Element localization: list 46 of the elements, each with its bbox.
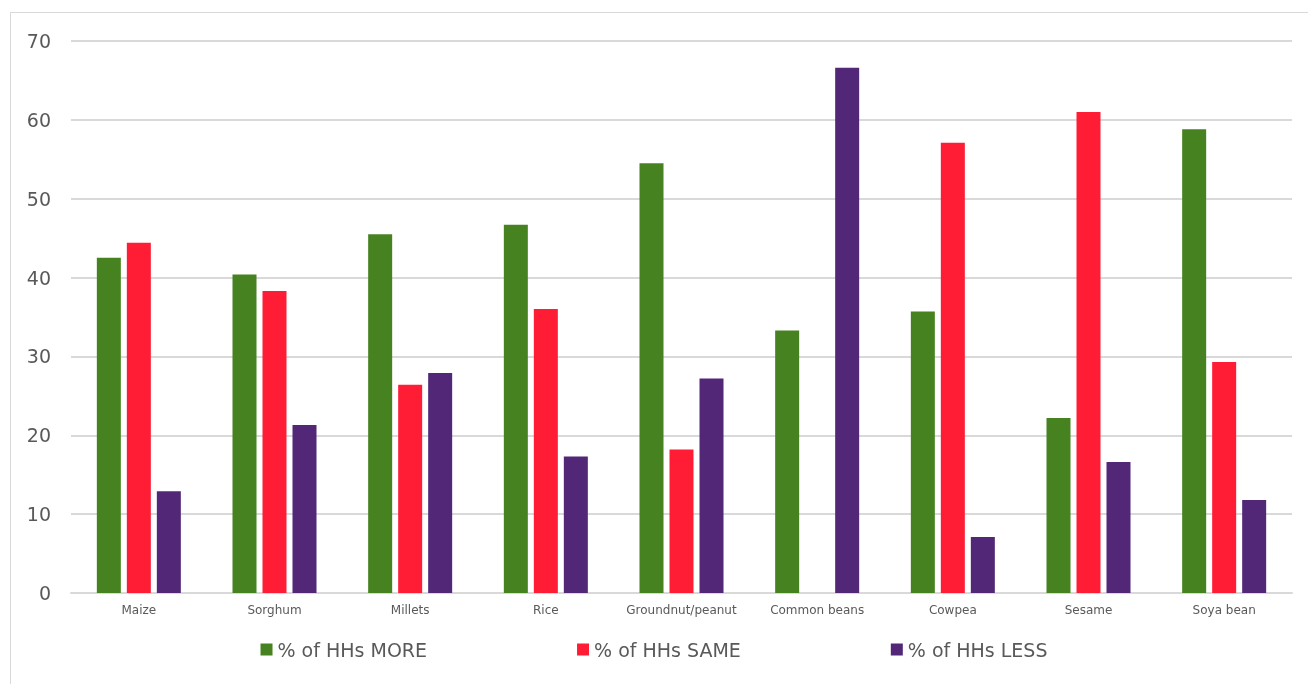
x-tick-label: Sesame <box>1064 603 1113 617</box>
bar <box>775 330 800 593</box>
bar <box>503 224 528 593</box>
x-tick-label: Common beans <box>770 603 865 617</box>
y-tick-label: 50 <box>26 187 51 210</box>
bar <box>262 290 287 593</box>
y-tick-label: 40 <box>26 266 51 289</box>
x-tick-label: Cowpea <box>928 603 977 617</box>
x-tick-label: Millets <box>390 603 430 617</box>
bar <box>96 257 121 593</box>
bar <box>428 372 453 593</box>
bar <box>910 311 935 593</box>
legend-label: % of HHs MORE <box>277 638 428 661</box>
bar <box>639 163 664 593</box>
bar <box>699 378 724 593</box>
bar <box>970 537 995 593</box>
x-tick-label: Sorghum <box>247 603 302 617</box>
y-tick-label: 0 <box>38 582 51 604</box>
bar <box>533 309 558 593</box>
bar <box>1076 111 1101 593</box>
x-tick-label: Rice <box>533 603 559 617</box>
bar <box>1046 417 1071 593</box>
y-tick-label: 60 <box>26 108 51 131</box>
x-tick-label: Soya bean <box>1192 603 1256 617</box>
bar <box>1242 499 1267 593</box>
x-tick-label: Maize <box>121 603 157 617</box>
legend-label: % of HHs SAME <box>594 638 741 661</box>
legend-label: % of HHs LESS <box>907 638 1048 661</box>
y-tick-label: 20 <box>26 424 51 447</box>
bar <box>292 425 317 593</box>
bar <box>669 449 694 593</box>
y-tick-label: 30 <box>26 345 51 368</box>
bar <box>126 242 151 593</box>
bar <box>398 384 423 593</box>
bar <box>232 274 257 593</box>
bar <box>368 234 393 593</box>
y-tick-label: 10 <box>26 503 51 526</box>
bar <box>563 456 588 593</box>
bar <box>156 491 181 593</box>
x-tick-label: Groundnut/peanut <box>626 603 737 617</box>
bar <box>940 142 965 593</box>
bar <box>1212 361 1237 593</box>
bar <box>1182 129 1207 593</box>
bar <box>1106 462 1131 593</box>
y-tick-label: 70 <box>26 30 51 52</box>
bar <box>835 67 860 593</box>
